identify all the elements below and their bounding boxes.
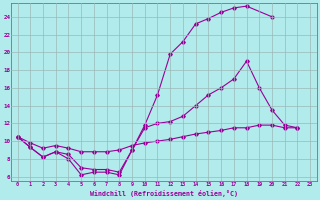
X-axis label: Windchill (Refroidissement éolien,°C): Windchill (Refroidissement éolien,°C) — [90, 190, 238, 197]
